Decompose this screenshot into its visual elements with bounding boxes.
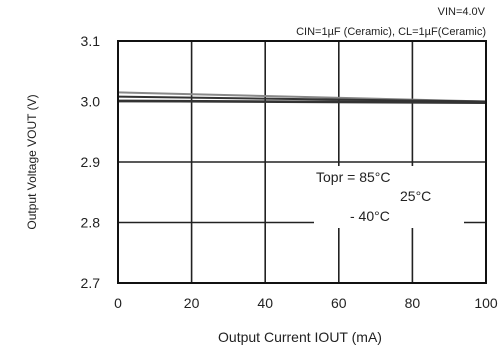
x-axis-label: Output Current IOUT (mA) [218, 329, 382, 345]
x-tick-label: 40 [257, 295, 273, 311]
y-axis-label: Output Voltage VOUT (V) [25, 94, 39, 229]
x-tick-label: 80 [405, 295, 421, 311]
grid-lines [118, 41, 486, 283]
condition-vin: VIN=4.0V [438, 6, 486, 18]
plot-frame [117, 40, 487, 284]
x-tick-label: 60 [331, 295, 347, 311]
series-line-3 [117, 99, 487, 105]
x-tick-label: 0 [114, 295, 122, 311]
x-tick-labels: 0 20 40 60 80 100 [114, 295, 498, 311]
legend-entry-25c: 25°C [400, 188, 431, 204]
legend-title: Topr = 85°C [316, 169, 390, 185]
x-tick-label: 100 [474, 295, 498, 311]
y-tick-label: 2.8 [81, 215, 101, 231]
legend-background [314, 166, 464, 228]
y-tick-label: 2.7 [81, 275, 101, 291]
y-tick-label: 3.0 [81, 94, 101, 110]
y-tick-labels: 2.7 2.8 2.9 3.0 3.1 [81, 33, 101, 291]
series-line-2 [117, 95, 487, 103]
condition-capacitors: CIN=1µF (Ceramic), CL=1µF(Ceramic) [296, 26, 486, 38]
y-tick-label: 2.9 [81, 154, 101, 170]
y-tick-label: 3.1 [81, 33, 101, 49]
series-lines [117, 91, 487, 105]
x-tick-label: 20 [184, 295, 200, 311]
legend-entry-minus40c: - 40°C [350, 208, 390, 224]
